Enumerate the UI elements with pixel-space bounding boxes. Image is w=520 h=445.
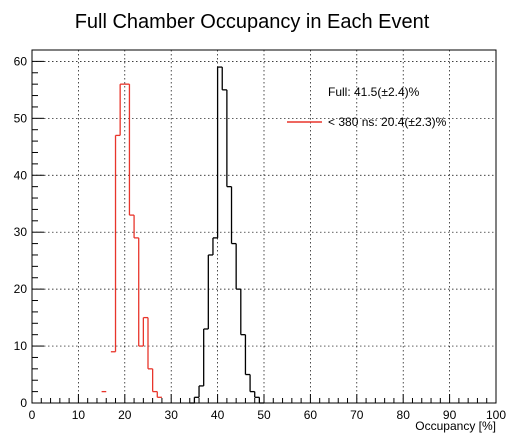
x-tick-label: 0	[29, 408, 36, 422]
x-tick-label: 50	[257, 408, 271, 422]
grid	[32, 50, 496, 403]
legend-label-0: Full: 41.5(±2.4)%	[328, 85, 420, 99]
y-tick-label: 0	[20, 396, 27, 410]
axis-ticks: 0 10 20 30 40 50 60 70 80 90 100 0 10 20 30 40 50 60	[14, 49, 506, 422]
x-tick-label: 20	[118, 408, 132, 422]
series-1	[101, 83, 162, 398]
x-tick-label: 80	[397, 408, 411, 422]
y-tick-label: 20	[14, 282, 28, 296]
x-tick-label: 30	[165, 408, 179, 422]
x-tick-label: 60	[304, 408, 318, 422]
y-tick-label: 30	[14, 225, 28, 239]
legend-label-1: < 380 ns: 20.4(±2.3)%	[328, 115, 447, 129]
x-tick-label: 100	[486, 408, 506, 422]
x-tick-label: 90	[443, 408, 457, 422]
x-tick-label: 10	[72, 408, 86, 422]
y-tick-label: 40	[14, 168, 28, 182]
y-tick-label: 50	[14, 111, 28, 125]
series-group	[101, 66, 264, 404]
x-tick-label: 40	[211, 408, 225, 422]
x-axis-title: Occupancy [%]	[415, 419, 496, 433]
chart-title: Full Chamber Occupancy in Each Event	[75, 11, 430, 33]
x-tick-label: 70	[350, 408, 364, 422]
y-tick-label: 60	[14, 54, 28, 68]
y-tick-label: 10	[14, 339, 28, 353]
legend: Full: 41.5(±2.4)% < 380 ns: 20.4(±2.3)%	[287, 85, 447, 129]
series-0	[189, 66, 264, 404]
